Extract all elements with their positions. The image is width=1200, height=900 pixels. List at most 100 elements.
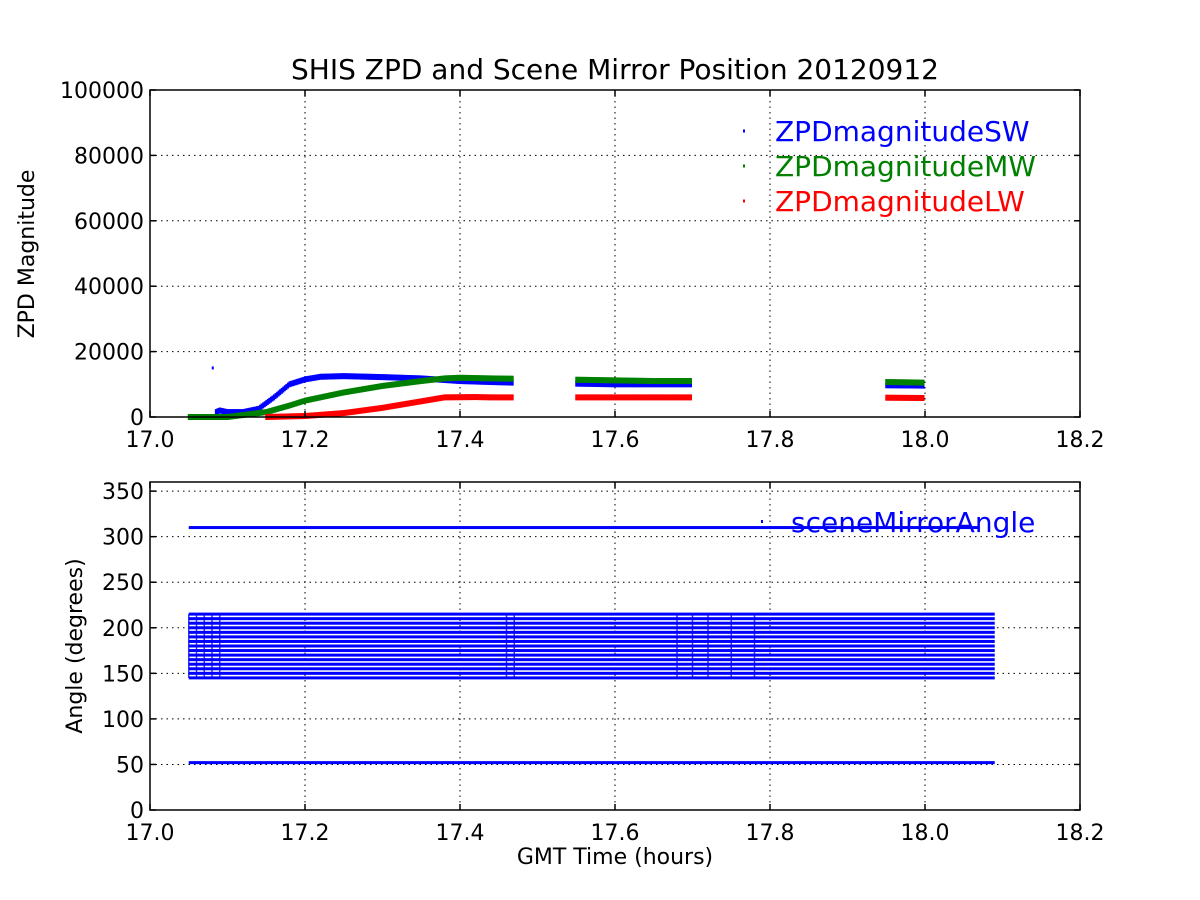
data-point [463,378,466,385]
data-point [608,381,611,388]
data-point [658,381,661,388]
data-point [408,375,411,382]
data-point [428,377,430,384]
data-point [400,401,403,408]
data-point [263,401,266,408]
data-point [667,378,670,385]
data-point [418,398,421,405]
data-point [445,375,448,382]
data-point [678,378,681,385]
data-point [459,394,462,401]
scene-mirror-angle-panel: 17.0 17.2 17.4 17.6 17.8 18.0 18.2 0 50 100 150 200… [63,480,1104,870]
data-point [344,389,347,396]
data-point [591,394,594,401]
data-point [482,378,485,385]
data-point [467,374,470,381]
data-point [252,406,255,413]
data-point [328,373,331,380]
data-point [341,373,344,380]
data-point [318,411,321,418]
data-point [633,381,636,388]
data-point [491,379,494,386]
data-point [431,376,434,383]
data-point [312,412,315,419]
data-point [330,410,333,417]
data-point [636,394,639,401]
legend: ZPDmagnitudeSWZPDmagnitudeMWZPDmagnitude… [743,115,1036,218]
data-point [341,389,344,396]
data-point [318,394,321,401]
data-point [447,394,450,401]
data-point [480,394,483,401]
data-point [371,406,374,413]
data-point [290,380,293,387]
x-tick-label: 17.0 [126,428,175,453]
data-point [463,374,466,381]
data-point [300,377,303,384]
data-point [587,380,590,387]
data-point [906,379,909,386]
data-point [188,630,995,634]
data-point [224,408,227,415]
data-point [913,379,916,386]
data-point [226,409,229,416]
data-point [611,377,614,384]
data-point [254,410,257,417]
data-point [596,377,599,384]
data-point [611,381,614,388]
data-point [619,377,622,384]
data-point [368,406,371,413]
data-point [327,392,330,399]
data-point [443,375,446,382]
data-point [188,639,995,643]
data-point [600,377,603,384]
data-point [584,394,587,401]
data-point [353,373,356,380]
data-point [338,390,341,397]
data-point [578,380,581,387]
data-point [496,375,499,382]
data-point [360,373,363,380]
data-point [690,378,693,385]
data-point [351,373,354,380]
data-point [409,375,412,382]
data-point [309,412,312,419]
data-point [265,409,268,416]
data-point [687,394,690,401]
data-point [344,409,347,416]
data-point [285,383,288,390]
data-point [449,375,452,382]
data-point [652,394,655,401]
data-point [220,407,223,414]
data-point [579,376,582,383]
data-point [681,394,684,401]
data-point [278,405,281,412]
data-point [332,391,335,398]
data-point [408,379,411,386]
data-point [485,375,488,382]
data-point [323,373,326,380]
data-point [605,394,608,401]
data-point [895,394,898,401]
data-point [903,382,906,389]
data-point [446,394,449,401]
data-point [444,394,447,401]
data-point [285,403,288,410]
data-point [309,396,312,403]
data-point [663,378,666,385]
data-point [486,394,489,401]
data-point [333,410,336,417]
data-point [429,396,432,403]
data-point [904,394,907,401]
data-point [308,375,311,382]
data-point [910,382,913,389]
data-point [906,394,909,401]
data-point [305,412,308,419]
data-point [507,394,510,401]
data-point [269,407,272,414]
data-point [669,378,672,385]
data-point [661,394,664,401]
data-point [885,394,888,401]
data-point [420,378,423,385]
data-point [311,375,314,382]
